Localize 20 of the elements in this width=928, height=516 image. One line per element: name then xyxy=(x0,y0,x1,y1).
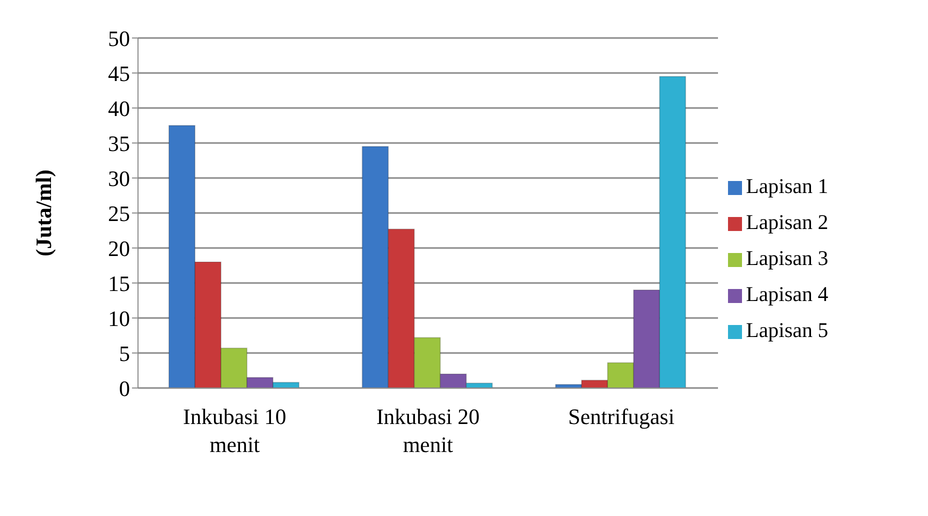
y-tick-label: 45 xyxy=(108,60,130,86)
y-axis-title: (Juta/ml) xyxy=(30,170,56,256)
y-tick-label: 40 xyxy=(108,96,130,121)
x-tick-label: Inkubasi 20 menit xyxy=(376,404,480,457)
y-tick-label: 15 xyxy=(108,270,130,296)
y-tick-label: 30 xyxy=(108,166,130,191)
legend-label: Lapisan 3 xyxy=(746,246,828,270)
legend-label: Lapisan 5 xyxy=(746,318,828,342)
y-tick-label: 0 xyxy=(119,376,130,401)
x-tick-label: Inkubasi 10 menit xyxy=(183,404,286,457)
y-tick-label: 5 xyxy=(119,340,130,366)
y-tick-label: 50 xyxy=(108,26,130,51)
legend-label: Lapisan 1 xyxy=(746,174,828,198)
x-tick-label: Sentrifugasi xyxy=(568,404,674,429)
y-tick-label: 35 xyxy=(108,130,130,156)
legend-label: Lapisan 2 xyxy=(746,210,828,234)
y-tick-label: 20 xyxy=(108,236,130,261)
y-tick-label: 10 xyxy=(108,306,130,331)
y-tick-label: 25 xyxy=(108,200,130,226)
legend-label: Lapisan 4 xyxy=(746,282,828,306)
